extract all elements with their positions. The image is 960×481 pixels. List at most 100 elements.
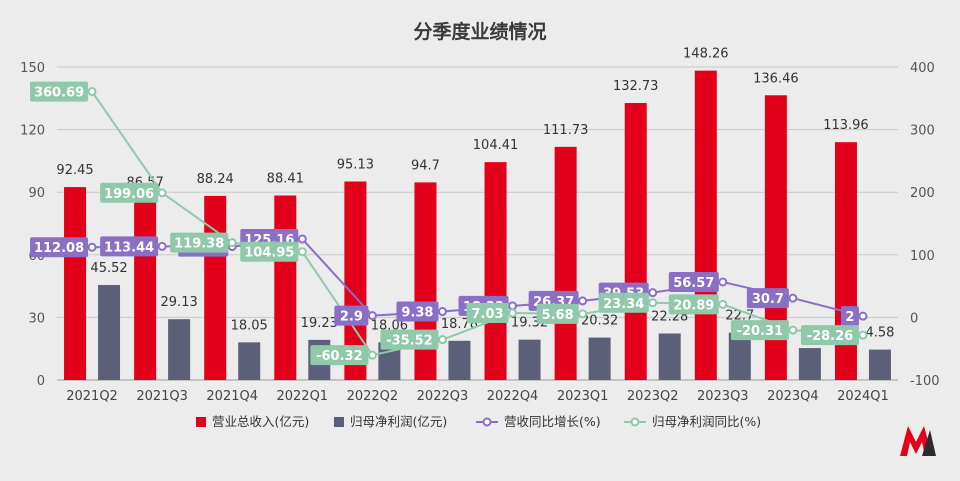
profit-bar <box>448 340 471 380</box>
revenue-bar <box>414 182 437 380</box>
revenue-growth-point <box>718 277 728 287</box>
chart-title: 分季度业绩情况 <box>413 20 546 43</box>
profit-value-label: 18.05 <box>231 318 268 333</box>
profit-value-label: 4.58 <box>865 326 894 341</box>
axes: 0306090120150-10001002003004002021Q22021… <box>20 61 939 404</box>
y-left-tick-label: 30 <box>28 311 45 326</box>
profit-bar <box>798 348 821 380</box>
profit-growth-badge <box>30 81 89 102</box>
y-right-tick-label: 100 <box>910 249 935 264</box>
revenue-growth-point <box>437 307 447 317</box>
profit-bar <box>168 319 191 380</box>
revenue-growth-label: 30.7 <box>752 292 784 307</box>
revenue-growth-point <box>648 288 658 298</box>
x-tick-label: 2022Q4 <box>487 389 539 404</box>
revenue-growth-point <box>508 301 518 311</box>
revenue-growth-badge <box>334 305 369 326</box>
profit-value-label: 19.23 <box>301 316 338 331</box>
revenue-growth-badge <box>396 301 439 322</box>
revenue-value-label: 136.46 <box>753 71 799 86</box>
profit-value-label: 18.06 <box>371 318 408 333</box>
profit-growth-badge <box>730 320 789 341</box>
revenue-bar <box>624 103 647 380</box>
legend-item-revenue-label: 营业总收入(亿元) <box>212 414 309 429</box>
y-left-tick-label: 120 <box>20 124 45 139</box>
profit-growth-badge <box>598 292 649 313</box>
revenue-bar <box>484 162 507 380</box>
profit-growth-badge <box>240 241 299 262</box>
profit-bar <box>728 332 751 380</box>
revenue-bar <box>134 199 157 380</box>
x-tick-label: 2022Q3 <box>417 389 469 404</box>
y-right-tick-label: 400 <box>910 61 935 76</box>
revenue-bar <box>64 187 87 380</box>
profit-growth-badge <box>310 345 369 366</box>
revenue-growth-point <box>297 234 307 244</box>
revenue-value-label: 95.13 <box>337 157 374 172</box>
legend-item-profit-growth-label: 归母净利润同比(%) <box>652 414 761 429</box>
profit-value-label: 45.52 <box>90 261 127 276</box>
profit-growth-badge <box>170 232 229 253</box>
revenue-growth-label: 113.44 <box>104 240 154 255</box>
y-left-tick-label: 150 <box>20 61 45 76</box>
m-brand-logo-icon <box>900 426 936 456</box>
revenue-growth-badge <box>30 237 89 258</box>
revenue-value-label: 88.24 <box>197 172 234 187</box>
x-tick-label: 2021Q4 <box>206 389 258 404</box>
y-left-tick-label: 0 <box>37 374 45 389</box>
legend-item-revenue-growth-label: 营收同比增长(%) <box>504 414 601 429</box>
y-left-tick-label: 90 <box>28 186 45 201</box>
profit-growth-label: 7.03 <box>472 307 504 322</box>
revenue-value-label: 88.41 <box>267 172 304 187</box>
x-tick-label: 2023Q4 <box>767 389 819 404</box>
growth-badges: 112.08113.44113.1125.162.99.3818.3326.37… <box>30 81 859 366</box>
revenue-value-label: 94.7 <box>411 158 440 173</box>
profit-value-label: 20.32 <box>581 314 618 329</box>
profit-growth-point <box>297 247 307 257</box>
y-right-tick-label: 300 <box>910 124 935 139</box>
revenue-growth-point <box>367 311 377 321</box>
profit-growth-badge <box>100 182 159 203</box>
profit-bar <box>868 349 891 380</box>
profit-growth-label: 199.06 <box>104 187 154 202</box>
y-right-tick-label: -100 <box>910 374 940 389</box>
revenue-growth-badge <box>840 306 859 327</box>
y-right-tick-label: 0 <box>910 311 918 326</box>
profit-growth-badge <box>536 303 579 324</box>
legend-item-revenue-swatch <box>196 417 206 427</box>
x-tick-label: 2024Q1 <box>837 389 889 404</box>
x-tick-label: 2021Q2 <box>66 389 118 404</box>
revenue-growth-label: 56.57 <box>673 276 714 291</box>
revenue-value-label: 113.96 <box>823 118 869 133</box>
profit-growth-badge <box>380 329 439 350</box>
profit-bar <box>98 285 121 380</box>
revenue-bar <box>554 146 577 380</box>
legend-item-revenue-growth-swatch-dot <box>482 417 492 427</box>
profit-bar <box>518 339 541 380</box>
revenue-growth-point <box>157 241 167 251</box>
revenue-value-label: 148.26 <box>683 47 729 62</box>
legend-item-profit-label: 归母净利润(亿元) <box>350 414 447 429</box>
profit-bar <box>658 333 681 380</box>
x-tick-label: 2023Q2 <box>627 389 679 404</box>
revenue-bar <box>764 95 787 380</box>
revenue-growth-point <box>578 296 588 306</box>
profit-growth-label: 23.34 <box>603 297 644 312</box>
legend-item-profit-growth-swatch-dot <box>630 417 640 427</box>
profit-growth-badge <box>466 302 509 323</box>
revenue-bar <box>274 195 297 380</box>
profit-growth-point <box>578 309 588 319</box>
profit-growth-badge <box>800 325 859 346</box>
revenue-growth-point <box>788 293 798 303</box>
profit-growth-point <box>437 335 447 345</box>
profit-growth-point <box>648 298 658 308</box>
x-tick-label: 2022Q1 <box>276 389 328 404</box>
revenue-value-label: 132.73 <box>613 79 659 94</box>
revenue-value-label: 92.45 <box>56 163 93 178</box>
profit-growth-badge <box>668 294 719 315</box>
profit-bar <box>238 342 261 380</box>
revenue-growth-label: 112.08 <box>34 241 84 256</box>
y-right-tick-label: 200 <box>910 186 935 201</box>
profit-growth-label: 104.95 <box>244 246 294 261</box>
profit-growth-label: -60.32 <box>316 349 363 364</box>
